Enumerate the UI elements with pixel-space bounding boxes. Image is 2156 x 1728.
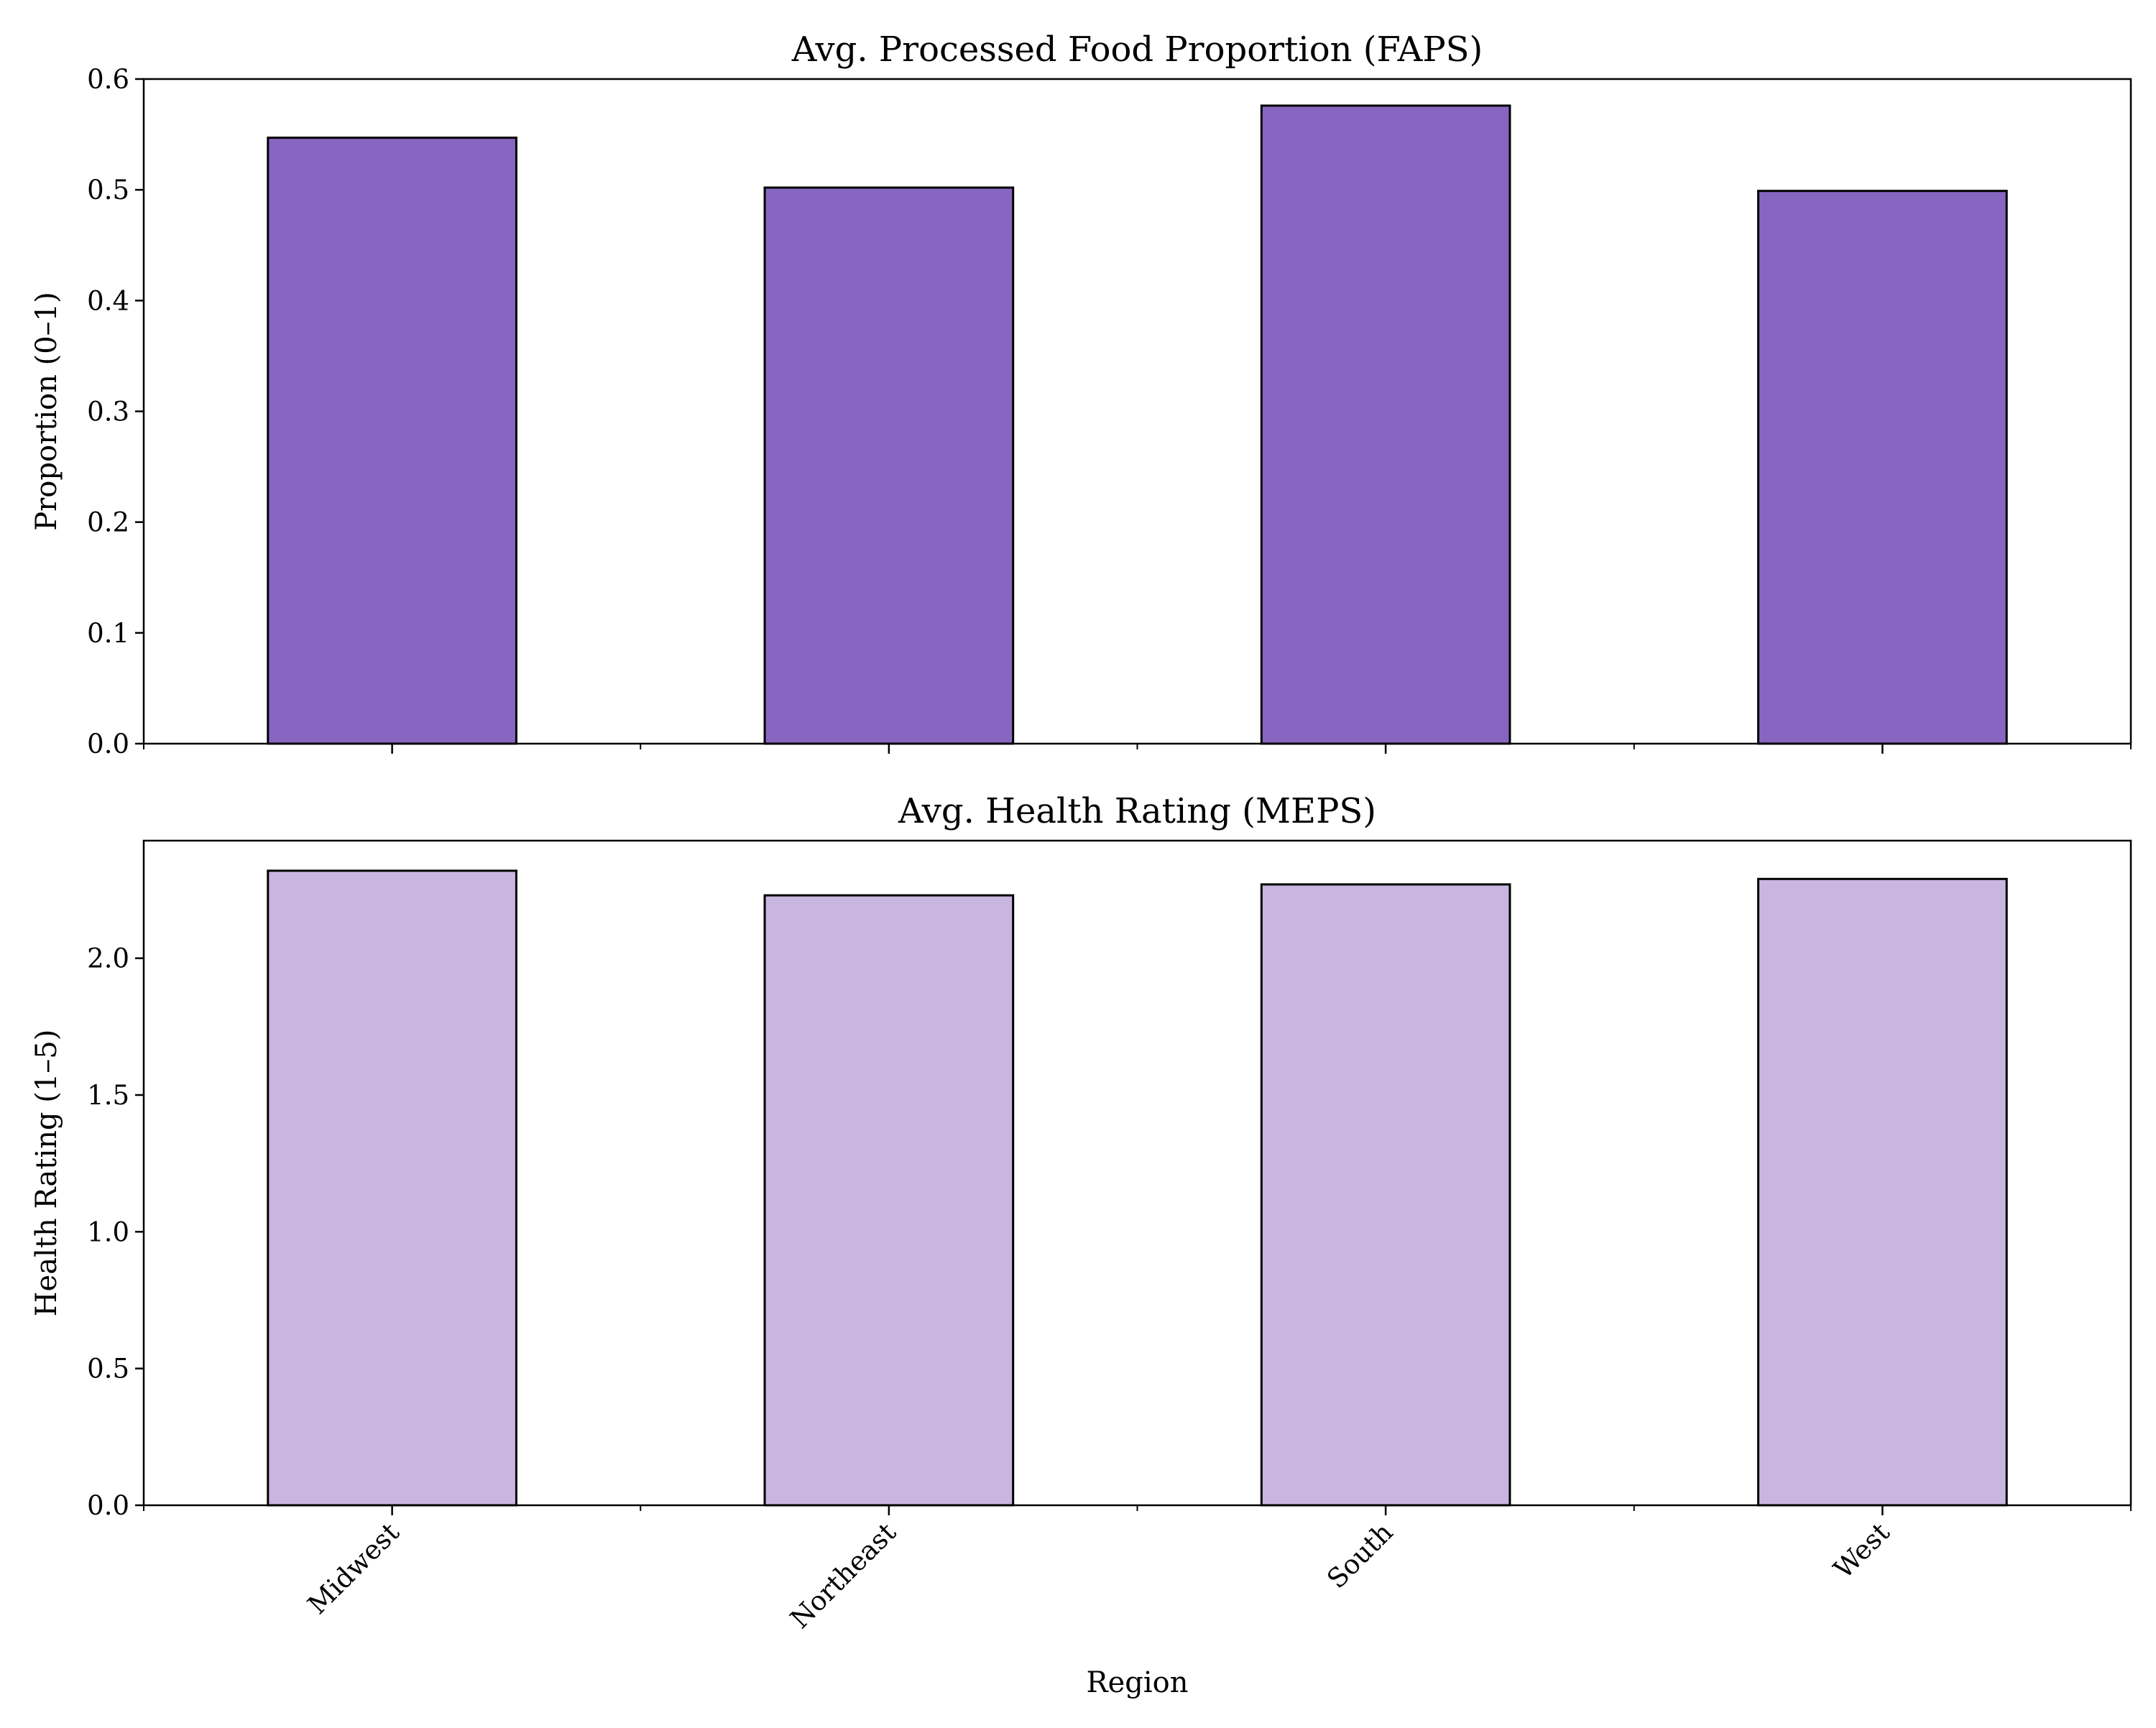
y-tick-label: 0.5 — [87, 175, 129, 205]
bar-northeast — [763, 894, 1015, 1507]
y-tick-label: 0.2 — [87, 507, 129, 538]
y-tick-label: 0.0 — [87, 1490, 129, 1521]
chart-title: Avg. Processed Food Proportion (FAPS) — [791, 29, 1483, 70]
y-tick-label: 0.5 — [87, 1354, 129, 1385]
bar-northeast — [763, 186, 1015, 745]
y-axis-label: Proportion (0–1) — [30, 292, 63, 530]
x-tick-label: South — [1321, 1517, 1399, 1594]
bar-south — [1260, 104, 1511, 745]
y-tick-label: 0.6 — [87, 64, 129, 95]
y-tick-label: 0.3 — [87, 397, 129, 428]
y-tick-label: 1.0 — [87, 1216, 129, 1247]
bar-midwest — [267, 137, 517, 745]
x-axis-label: Region — [1086, 1666, 1188, 1699]
bar-west — [1757, 877, 2008, 1507]
y-tick-label: 2.0 — [87, 943, 129, 974]
bar-south — [1260, 883, 1511, 1507]
x-tick-label: Midwest — [302, 1517, 405, 1620]
x-tick-label: West — [1828, 1517, 1896, 1585]
y-tick-label: 0.4 — [87, 285, 129, 316]
chart-title: Avg. Health Rating (MEPS) — [898, 791, 1376, 831]
x-tick-label: Northeast — [784, 1517, 902, 1635]
y-tick-label: 1.5 — [87, 1080, 129, 1111]
y-tick-label: 0.0 — [87, 729, 129, 759]
bar-west — [1757, 190, 2008, 745]
bar-midwest — [267, 869, 517, 1507]
y-axis-label: Health Rating (1–5) — [30, 1030, 63, 1317]
y-tick-label: 0.1 — [87, 618, 129, 649]
